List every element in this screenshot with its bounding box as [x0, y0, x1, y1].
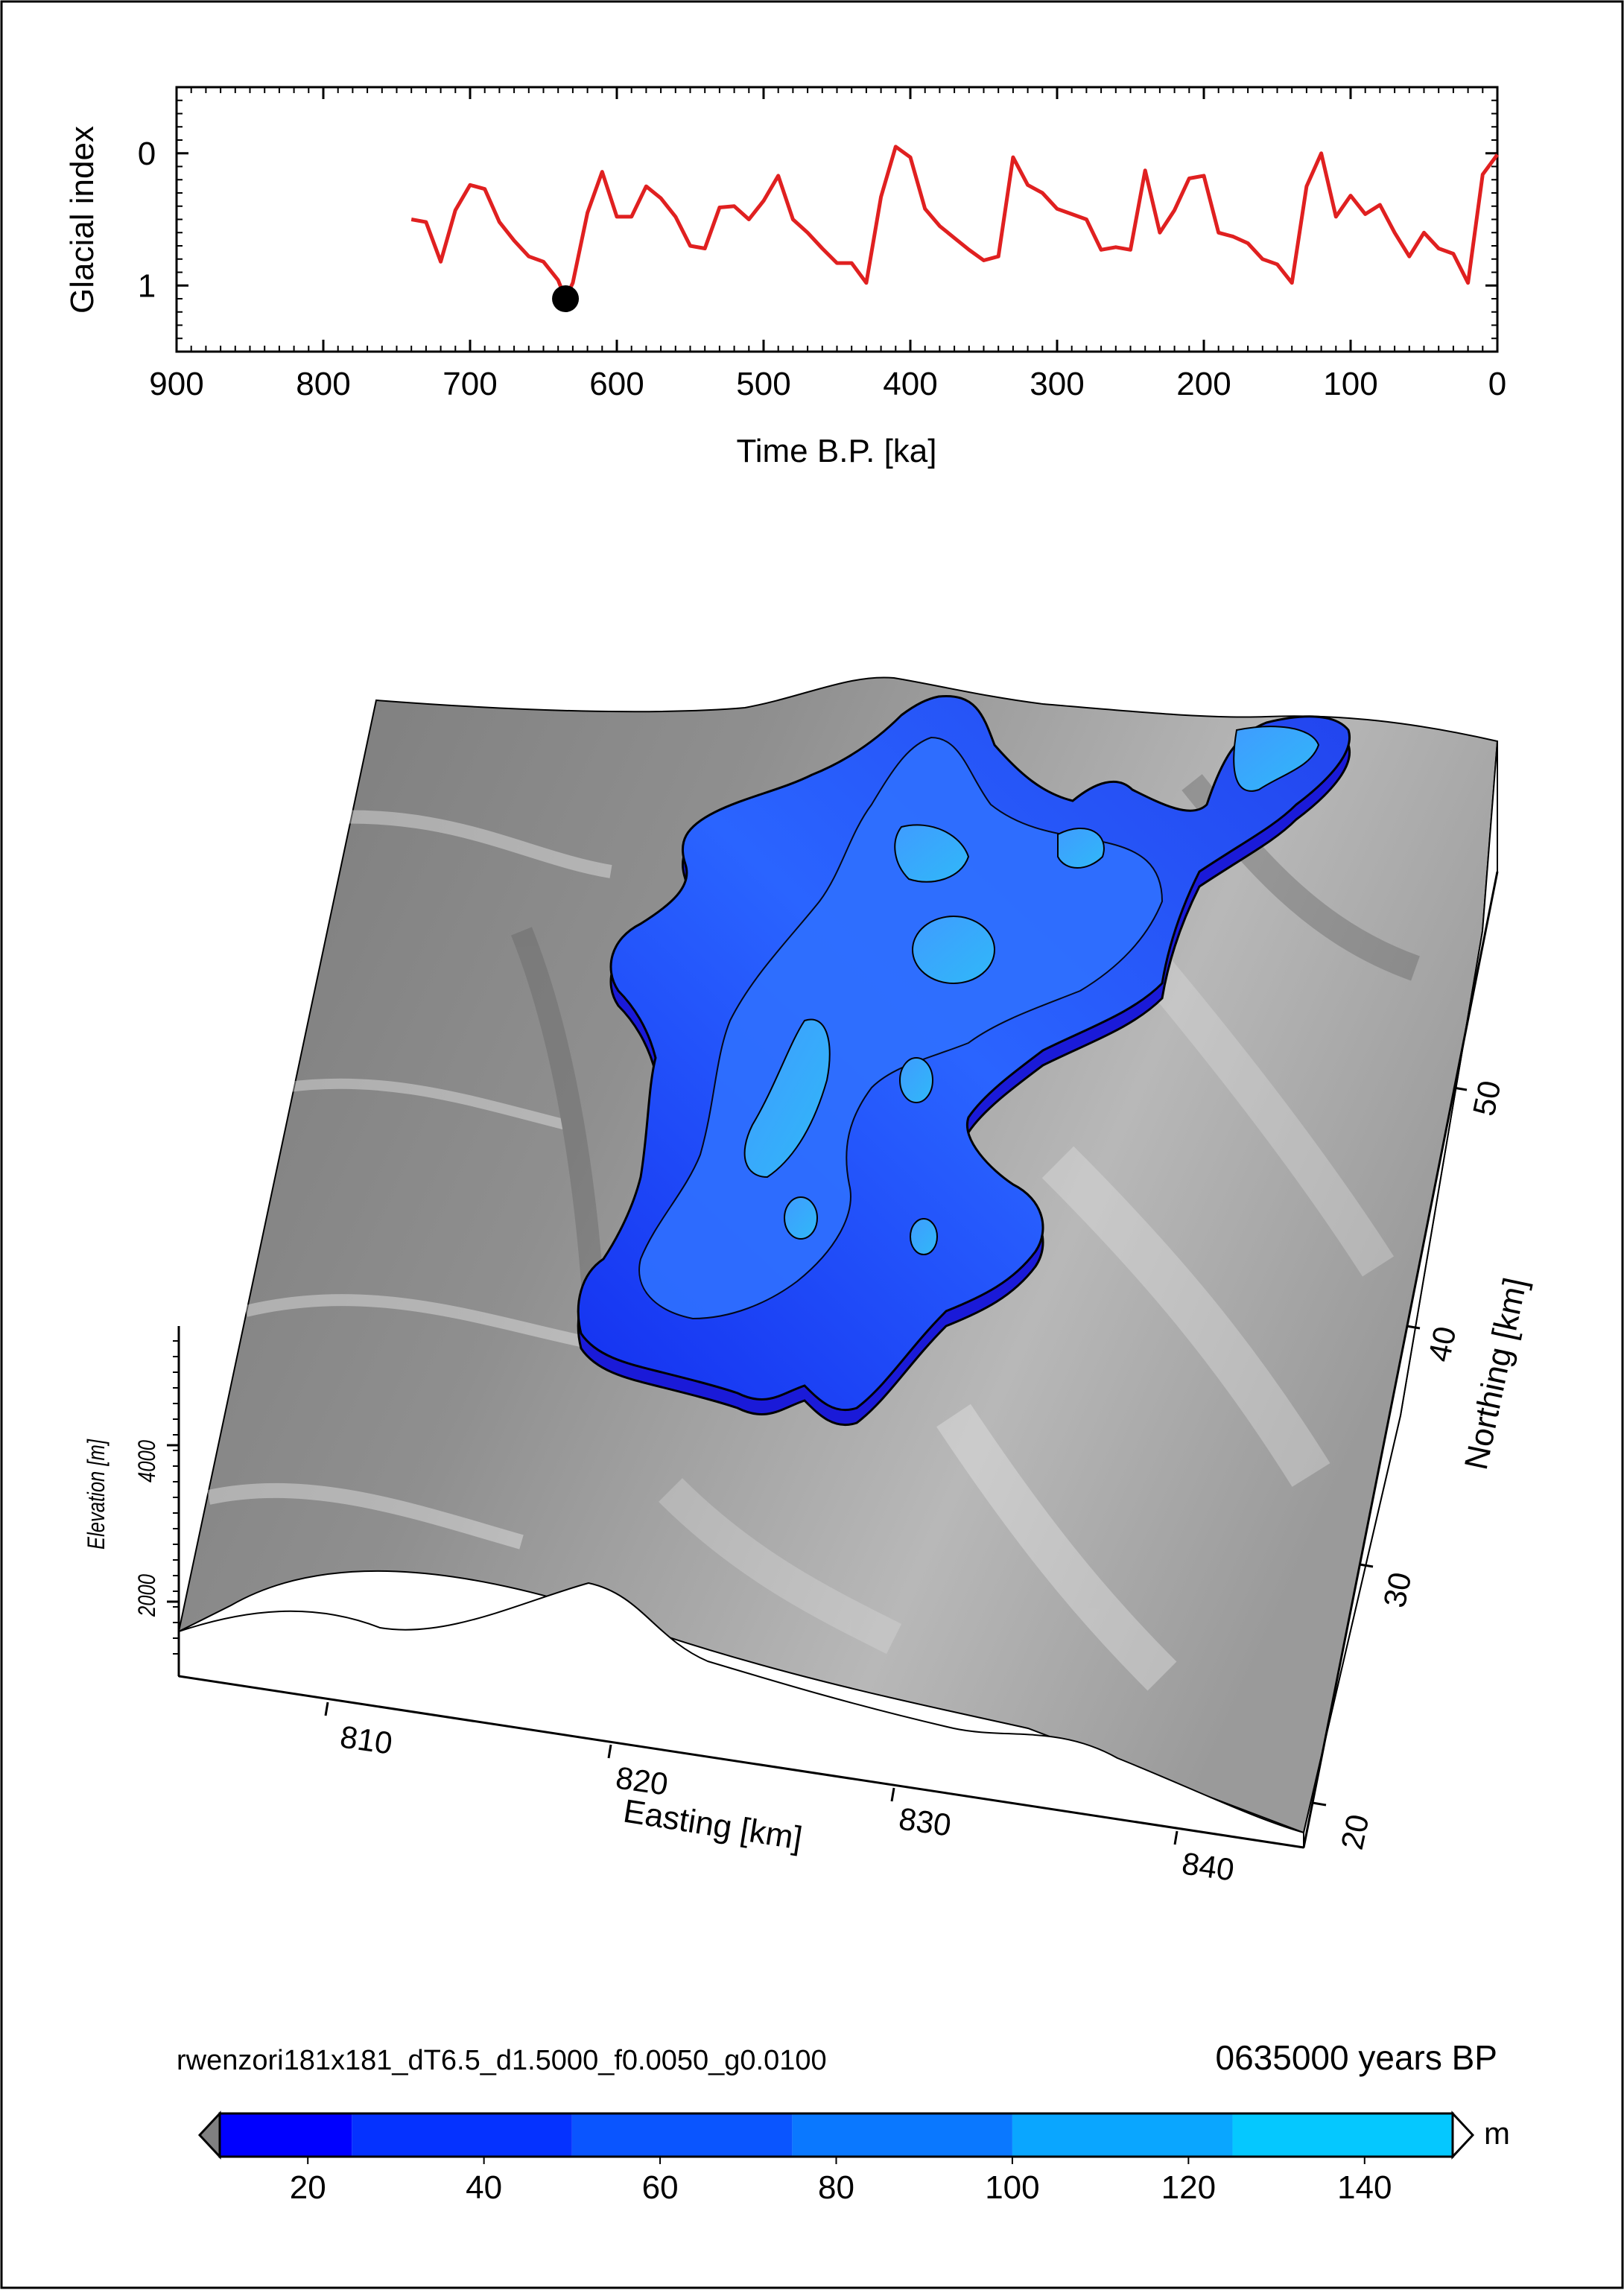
x-tick-label-700: 700 [443, 366, 497, 402]
elevation-axis-label: Elevation [m] [83, 1439, 110, 1550]
glacial-index-y-ticks: 01 [138, 86, 1497, 352]
northing-tick-50: 50 [1466, 1077, 1508, 1118]
surface-axis-ticks [167, 1086, 1468, 1845]
easting-tick-830: 830 [897, 1801, 954, 1842]
x-tick-label-900: 900 [149, 366, 203, 402]
easting-axis-label: Easting [km] [621, 1792, 805, 1856]
northing-tick-mark [1359, 1563, 1374, 1568]
colorbar-unit: m [1484, 2116, 1510, 2151]
colorbar-tick-label-100: 100 [985, 2169, 1039, 2206]
colorbar-bin-0 [220, 2113, 352, 2157]
easting-tick-mark [1173, 1830, 1179, 1845]
northing-tick-20: 20 [1334, 1811, 1376, 1852]
easting-tick-mark [607, 1744, 612, 1759]
x-tick-label-500: 500 [736, 366, 790, 402]
glacial-index-x-ticks: 900 800 700 600 500 400 300 200 100 0 [149, 87, 1506, 402]
ice-thickness-colorbar: 20 40 60 80 100 120 140 m [197, 2110, 1510, 2206]
easting-tick-820: 820 [614, 1760, 670, 1801]
northing-tick-mark [1406, 1325, 1421, 1330]
y-tick-label-0: 0 [138, 136, 156, 172]
x-tick-label-200: 200 [1176, 366, 1231, 402]
glacial-index-x-label: Time B.P. [ka] [737, 433, 937, 469]
glacial-index-y-label: Glacial index [64, 126, 101, 314]
x-tick-label-800: 800 [296, 366, 350, 402]
glacial-index-line [410, 145, 1500, 301]
northing-axis-line [1302, 871, 1499, 1848]
x-tick-label-400: 400 [883, 366, 937, 402]
terrain-surface-3d: 810 820 830 840 Easting [km] 20 30 40 50… [83, 676, 1534, 1888]
elevation-tick-2000: 2000 [134, 1574, 160, 1617]
terrain-front-wall [178, 1582, 1304, 1849]
x-tick-label-600: 600 [589, 366, 644, 402]
colorbar-bin-5 [1232, 2113, 1453, 2157]
colorbar-bins [220, 2113, 1453, 2157]
northing-axis-label: Northing [km] [1458, 1275, 1534, 1473]
colorbar-bin-1 [352, 2113, 572, 2157]
run-name-label: rwenzori181x181_dT6.5_d1.5000_f0.0050_g0… [177, 2045, 827, 2076]
x-tick-label-0: 0 [1488, 366, 1506, 402]
colorbar-lower-triangle [197, 2110, 221, 2160]
colorbar-tick-label-60: 60 [642, 2169, 679, 2206]
elevation-tick-4000: 4000 [134, 1440, 160, 1482]
colorbar-tick-label-120: 120 [1161, 2169, 1216, 2206]
glacial-index-plot-frame [175, 86, 1499, 353]
northing-tick-mark [1312, 1801, 1327, 1807]
northing-tick-40: 40 [1421, 1323, 1463, 1364]
colorbar-tick-label-40: 40 [466, 2169, 502, 2206]
easting-tick-840: 840 [1180, 1845, 1237, 1887]
colorbar-tick-label-20: 20 [290, 2169, 326, 2206]
colorbar-tick-label-80: 80 [818, 2169, 854, 2206]
easting-tick-mark [890, 1787, 895, 1802]
colorbar-tick-label-140: 140 [1337, 2169, 1392, 2206]
colorbar-bin-2 [571, 2113, 793, 2157]
easting-tick-mark [324, 1701, 329, 1716]
current-time-marker [552, 285, 580, 312]
colorbar-ticks: 20 40 60 80 100 120 140 [290, 2157, 1392, 2206]
x-tick-label-300: 300 [1030, 366, 1084, 402]
colorbar-bin-4 [1012, 2113, 1233, 2157]
northing-tick-30: 30 [1377, 1569, 1418, 1610]
northing-tick-mark [1453, 1086, 1468, 1091]
terrain-shading [206, 774, 1420, 1691]
x-tick-label-100: 100 [1323, 366, 1377, 402]
glacial-index-chart: 900 800 700 600 500 400 300 200 100 0 01 Time B.P… [64, 86, 1506, 469]
time-label: 0635000 years BP [1216, 2038, 1498, 2077]
ice-cover [577, 694, 1351, 1427]
colorbar-bin-3 [792, 2113, 1012, 2157]
y-tick-label-1: 1 [138, 267, 156, 304]
colorbar-upper-triangle [1451, 2110, 1475, 2160]
easting-axis-line [178, 1675, 1304, 1849]
easting-tick-810: 810 [338, 1719, 395, 1760]
